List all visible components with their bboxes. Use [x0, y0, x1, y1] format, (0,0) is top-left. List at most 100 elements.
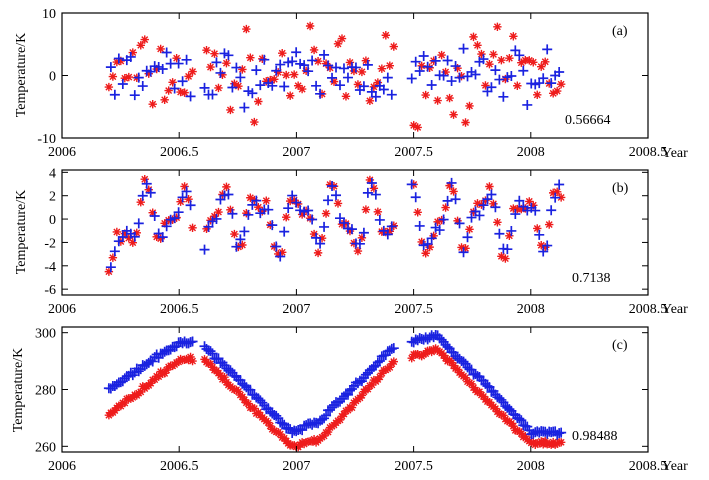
blue-point — [203, 221, 214, 232]
red-point — [148, 208, 157, 217]
blue-point — [331, 190, 342, 201]
blue-point — [410, 56, 421, 67]
red-point — [116, 56, 126, 66]
blue-point — [239, 226, 250, 237]
red-point — [293, 81, 303, 90]
red-point — [319, 431, 329, 441]
red-point — [541, 243, 550, 252]
red-point — [469, 32, 478, 42]
red-point — [184, 355, 193, 365]
blue-point — [323, 195, 334, 206]
blue-point — [147, 356, 158, 367]
red-point — [297, 210, 307, 219]
red-point — [176, 197, 185, 206]
blue-point — [235, 72, 246, 83]
red-point — [309, 435, 319, 444]
red-point — [425, 63, 434, 72]
red-point — [365, 381, 375, 390]
red-point — [321, 59, 331, 68]
blue-point — [199, 82, 210, 93]
red-point — [499, 411, 508, 420]
blue-point — [303, 205, 314, 216]
red-point — [552, 86, 562, 96]
red-point — [441, 67, 450, 77]
blue-point — [113, 53, 124, 64]
red-point — [389, 42, 398, 51]
blue-point — [255, 80, 266, 91]
red-point — [445, 181, 454, 190]
red-point — [556, 193, 566, 202]
red-point — [519, 432, 528, 442]
x-tick-label: 2006 — [48, 145, 76, 160]
blue-point — [338, 63, 349, 74]
blue-point — [245, 384, 256, 395]
blue-point — [538, 73, 549, 84]
red-point — [325, 63, 335, 73]
x-tick-label: 2008 — [517, 145, 545, 160]
red-point — [244, 399, 253, 408]
red-point — [453, 216, 462, 226]
red-point — [214, 83, 223, 93]
blue-point — [436, 334, 447, 345]
red-point — [206, 62, 215, 72]
red-point — [160, 95, 169, 104]
red-point — [148, 100, 157, 109]
blue-point — [327, 72, 338, 83]
panel-c: 2006 2006.5 2007 2007.5 2008 2008.5260280300 … — [11, 326, 688, 474]
blue-point — [422, 238, 433, 249]
red-point — [381, 227, 391, 237]
red-point — [250, 117, 259, 127]
red-point — [361, 56, 371, 65]
blue-point — [109, 89, 120, 100]
x-tick-label: 2008 — [517, 459, 545, 474]
y-tick-label: 4 — [49, 166, 56, 181]
blue-point — [490, 202, 501, 213]
red-point — [230, 229, 239, 239]
blue-point — [287, 56, 298, 67]
red-point — [124, 72, 134, 82]
blue-point — [315, 238, 326, 249]
red-point — [529, 201, 538, 210]
blue-point — [251, 65, 262, 76]
red-point — [234, 81, 243, 91]
blue-point — [157, 64, 168, 75]
blue-point — [207, 348, 218, 359]
blue-point — [534, 229, 545, 240]
red-point — [447, 358, 456, 367]
red-point — [230, 79, 239, 88]
red-point — [206, 359, 215, 369]
blue-point — [185, 200, 196, 211]
blue-point — [442, 195, 453, 206]
red-point — [509, 32, 518, 41]
blue-point — [458, 356, 469, 367]
blue-point — [538, 246, 549, 257]
blue-point — [145, 66, 156, 77]
blue-point — [546, 205, 557, 216]
blue-point — [255, 395, 266, 406]
blue-point — [362, 187, 373, 198]
red-point — [248, 403, 257, 412]
red-point — [485, 59, 494, 69]
red-point — [345, 226, 355, 236]
red-point — [180, 88, 189, 97]
red-point — [266, 421, 275, 431]
red-point — [108, 253, 118, 262]
red-point — [341, 406, 351, 416]
red-point — [451, 364, 460, 373]
y-tick-label: -4 — [44, 260, 56, 275]
blue-point — [506, 71, 517, 82]
blue-point — [223, 189, 234, 200]
red-point — [172, 53, 181, 63]
blue-point — [426, 233, 437, 244]
blue-point — [498, 91, 509, 102]
blue-point — [117, 78, 128, 89]
blue-point — [378, 84, 389, 95]
red-point — [433, 217, 442, 226]
blue-point — [239, 102, 250, 113]
red-point — [140, 175, 149, 184]
red-point — [186, 352, 195, 362]
red-point — [120, 229, 130, 238]
red-point — [529, 58, 538, 67]
blue-point — [227, 208, 238, 219]
blue-point — [277, 418, 288, 429]
